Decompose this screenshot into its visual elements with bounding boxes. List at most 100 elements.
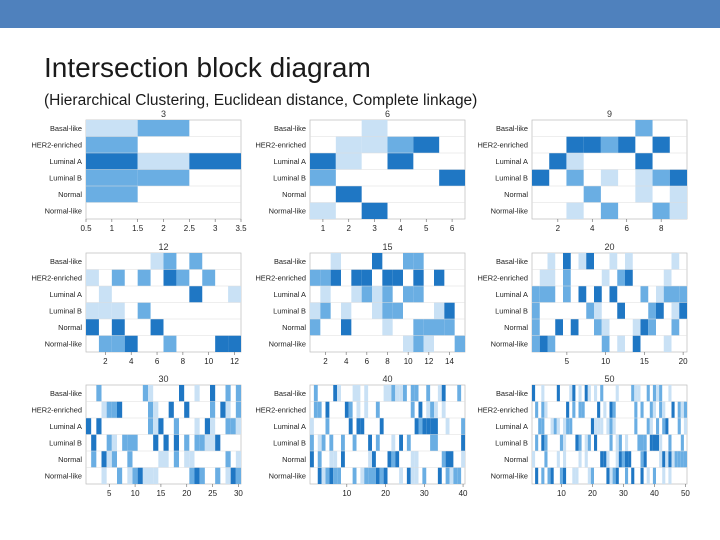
heatmap-cell	[106, 401, 112, 418]
heatmap-cell	[148, 401, 154, 418]
heatmap-cell	[310, 434, 314, 451]
x-tick-label: 10	[557, 489, 566, 498]
heatmap-cell	[379, 467, 384, 484]
heatmap-cell	[600, 202, 619, 219]
heatmap-cell	[544, 434, 548, 451]
x-tick-label: 10	[204, 357, 213, 366]
heatmap-cell	[600, 418, 604, 435]
heatmap-cell	[625, 451, 629, 468]
heatmap-cell	[563, 451, 567, 468]
heatmap-cell	[563, 253, 571, 270]
heatmap-cell	[578, 253, 587, 270]
heatmap-cell	[351, 269, 362, 286]
heatmap-cell	[652, 434, 656, 451]
heatmap-cell	[341, 434, 345, 451]
heatmap-cell	[541, 434, 545, 451]
heatmap-cell	[418, 401, 423, 418]
slide-title: Intersection block diagram	[44, 52, 371, 83]
heatmap-cell	[325, 418, 330, 435]
heatmap-cell	[434, 418, 438, 435]
heatmap-cell	[615, 451, 619, 468]
heatmap-cell	[414, 451, 419, 468]
row-label: Normal	[282, 455, 306, 464]
heatmap-cell	[569, 385, 573, 402]
heatmap-panel-15: 15 Basal-like HER2-enriched Luminal A Lumina…	[255, 242, 466, 366]
heatmap-cell	[628, 451, 632, 468]
x-tick-label: 10	[601, 357, 610, 366]
row-label: Luminal A	[274, 157, 307, 166]
heatmap-cell	[310, 153, 336, 170]
heatmap-cell	[547, 269, 556, 286]
heatmap-cell	[414, 385, 419, 402]
row-label: HER2-enriched	[255, 406, 306, 415]
heatmap-cell	[403, 385, 407, 402]
heatmap-cell	[668, 434, 672, 451]
heatmap-cell	[662, 451, 666, 468]
heatmap-cell	[631, 467, 635, 484]
heatmap-cell	[399, 385, 403, 402]
heatmap-cell	[669, 202, 687, 219]
row-label: Luminal A	[274, 422, 307, 431]
heatmap-cell	[117, 467, 123, 484]
heatmap-cell	[379, 418, 384, 435]
heatmap-cell	[426, 401, 431, 418]
heatmap-cell	[541, 401, 545, 418]
heatmap-cell	[457, 385, 462, 402]
heatmap-cell	[375, 434, 380, 451]
heatmap-cell	[368, 451, 372, 468]
heatmap-cell	[313, 401, 318, 418]
heatmap-cell	[671, 253, 680, 270]
heatmap-cell	[210, 434, 216, 451]
heatmap-cell	[441, 401, 446, 418]
heatmap-cell	[665, 418, 669, 435]
heatmap-cell	[587, 434, 591, 451]
heatmap-cell	[566, 169, 584, 186]
heatmap-cell	[235, 467, 241, 484]
heatmap-cell	[341, 302, 352, 319]
x-tick-label: 40	[650, 489, 659, 498]
x-tick-label: 4	[344, 357, 349, 366]
heatmap-cell	[668, 451, 672, 468]
heatmap-cell	[106, 451, 112, 468]
heatmap-cell	[310, 269, 321, 286]
heatmap-cell	[444, 319, 455, 336]
heatmap-cell	[325, 467, 330, 484]
heatmap-cell	[173, 418, 179, 435]
row-label: HER2-enriched	[477, 274, 528, 283]
heatmap-cell	[601, 269, 610, 286]
heatmap-cell	[539, 335, 548, 352]
heatmap-panel-20: 20 Basal-like HER2-enriched Luminal A Lumina…	[477, 242, 688, 366]
heatmap-cell	[111, 451, 117, 468]
heatmap-cell	[603, 451, 607, 468]
heatmap-cell	[566, 136, 584, 153]
heatmap-cell	[532, 319, 540, 336]
heatmap-cell	[337, 385, 341, 402]
heatmap-cell	[535, 434, 539, 451]
heatmap-cell	[535, 401, 539, 418]
heatmap-cell	[329, 451, 334, 468]
heatmap-cell	[587, 467, 591, 484]
heatmap-cell	[410, 401, 415, 418]
x-tick-label: 12	[424, 357, 433, 366]
row-label: HER2-enriched	[31, 274, 82, 283]
heatmap-cell	[360, 467, 365, 484]
heatmap-cell	[391, 451, 396, 468]
heatmap-cell	[649, 401, 653, 418]
heatmap-cell	[127, 467, 133, 484]
heatmap-panel-30: 30 Basal-like HER2-enriched Luminal A Lumina…	[31, 374, 243, 498]
heatmap-cell	[179, 385, 185, 402]
heatmap-cell	[635, 153, 653, 170]
heatmap-cell	[91, 451, 97, 468]
heatmap-cell	[634, 418, 638, 435]
heatmap-cell	[348, 401, 353, 418]
heatmap-cell	[668, 385, 672, 402]
heatmap-cell	[609, 253, 618, 270]
heatmap-cell	[320, 269, 331, 286]
heatmap-cell	[361, 136, 388, 153]
heatmap-cell	[96, 385, 102, 402]
heatmap-cell	[356, 385, 361, 402]
heatmap-cell	[659, 401, 663, 418]
heatmap-cell	[541, 385, 545, 402]
x-tick-label: 20	[679, 357, 688, 366]
heatmap-cell	[430, 434, 434, 451]
